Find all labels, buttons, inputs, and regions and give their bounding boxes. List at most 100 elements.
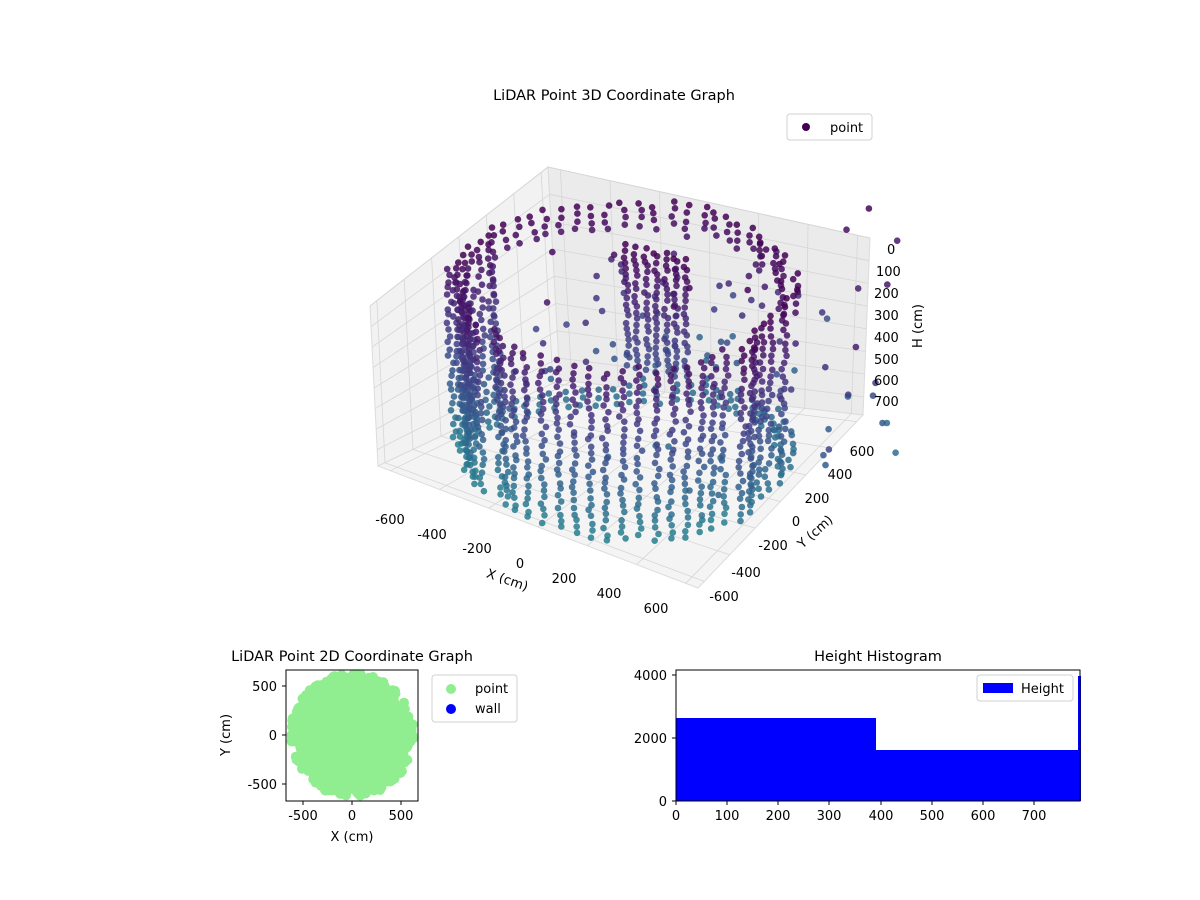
lidar-point-3d (613, 393, 620, 400)
lidar-point-2d (382, 776, 393, 787)
lidar-point-3d (666, 471, 674, 479)
lidar-point-3d (715, 491, 722, 499)
lidar-point-3d (780, 438, 788, 446)
lidar-point-3d (746, 239, 753, 246)
lidar-point-3d (523, 413, 531, 421)
lidar-point-3d (767, 333, 775, 340)
lidar-point-3d (593, 294, 600, 302)
lidar-point-3d (698, 384, 705, 392)
lidar-point-3d (539, 392, 546, 399)
point-cloud-3d (443, 198, 901, 544)
lidar-point-3d (717, 338, 725, 346)
lidar-point-3d (635, 200, 642, 207)
lidar-point-3d (680, 310, 688, 318)
lidar-point-3d (502, 455, 510, 463)
lidar-point-3d (617, 375, 625, 382)
lidar-point-3d (668, 213, 675, 220)
lidar-point-3d (779, 465, 786, 473)
lidar-point-3d (485, 305, 493, 312)
lidar-point-3d (553, 383, 561, 391)
lidar-point-3d (756, 240, 764, 248)
lidar-point-3d (685, 201, 693, 209)
lidar-point-3d (665, 443, 672, 450)
lidar-point-3d (619, 368, 626, 375)
lidar-point-3d (683, 209, 691, 216)
lidar-point-3d (777, 471, 785, 479)
lidar-point-3d (726, 390, 734, 398)
lidar-point-3d (751, 334, 759, 342)
lidar-point-3d (592, 347, 600, 355)
lidar-point-3d (653, 451, 660, 459)
lidar-point-3d (555, 459, 563, 467)
lidar-point-3d (453, 353, 460, 360)
lidar-point-3d (769, 366, 776, 374)
lidar-point-3d (602, 441, 610, 449)
lidar-point-3d (521, 386, 528, 394)
lidar-point-3d (569, 382, 577, 390)
lidar-point-2d (363, 682, 374, 693)
lidar-point-3d (446, 271, 453, 279)
lidar-point-3d (635, 494, 643, 502)
lidar-point-3d (734, 229, 741, 236)
lidar-point-3d (682, 291, 689, 299)
lidar-point-3d (512, 432, 520, 440)
lidar-point-3d (618, 401, 625, 408)
lidar-point-3d (475, 378, 482, 386)
lidar-point-3d (502, 436, 510, 444)
lidar-point-3d (479, 353, 486, 360)
lidar-point-3d (475, 273, 482, 280)
lidar-point-3d (443, 291, 451, 298)
lidar-point-3d (593, 272, 600, 280)
lidar-point-3d (768, 452, 775, 459)
lidar-point-3d (501, 372, 508, 379)
lidar-point-3d (748, 482, 755, 490)
legend-swatch-height (983, 683, 1013, 693)
lidar-point-3d (865, 205, 873, 212)
lidar-point-3d (644, 323, 651, 330)
lidar-point-3d (680, 468, 687, 475)
lidar-point-3d (680, 263, 688, 271)
lidar-point-3d (477, 238, 485, 246)
lidar-point-3d (620, 254, 628, 261)
lidar-point-3d (655, 530, 662, 538)
lidar-point-3d (633, 389, 641, 397)
lidar-point-2d (361, 764, 372, 775)
lidar-point-3d (681, 225, 689, 233)
lidar-point-2d (352, 716, 363, 726)
lidar-point-3d (766, 379, 774, 387)
lidar-point-3d (755, 267, 763, 274)
lidar-point-3d (852, 343, 860, 351)
lidar-point-3d (453, 340, 461, 348)
lidar-point-3d (738, 489, 746, 497)
lidar-point-3d (598, 307, 606, 315)
lidar-point-3d (496, 334, 504, 342)
lidar-point-3d (492, 383, 499, 391)
lidar-point-3d (558, 517, 565, 525)
lidar-point-3d (746, 389, 754, 397)
lidar-point-2d (308, 691, 319, 702)
lidar-point-3d (634, 357, 641, 364)
lidar-point-3d (538, 462, 545, 470)
lidar-point-3d (661, 335, 668, 343)
lidar-point-3d (618, 471, 625, 479)
lidar-point-3d (697, 399, 705, 406)
lidar-point-3d (778, 459, 785, 467)
lidar-point-3d (485, 241, 492, 248)
lidar-point-3d (734, 237, 741, 244)
lidar-point-3d (449, 367, 456, 374)
lidar-point-3d (485, 418, 492, 426)
lidar-point-3d (479, 325, 487, 333)
lidar-point-3d (539, 405, 547, 413)
lidar-point-3d (479, 436, 487, 444)
lidar-point-3d (617, 484, 625, 492)
lidar-point-3d (485, 232, 493, 239)
y-tick-label: -500 (247, 778, 277, 793)
lidar-point-3d (522, 400, 530, 408)
lidar-point-3d (603, 384, 610, 391)
x-tick-label: 300 (817, 809, 842, 824)
lidar-point-3d (746, 232, 753, 239)
lidar-point-3d (751, 327, 758, 335)
lidar-point-2d (390, 740, 401, 751)
lidar-point-3d (780, 359, 788, 367)
